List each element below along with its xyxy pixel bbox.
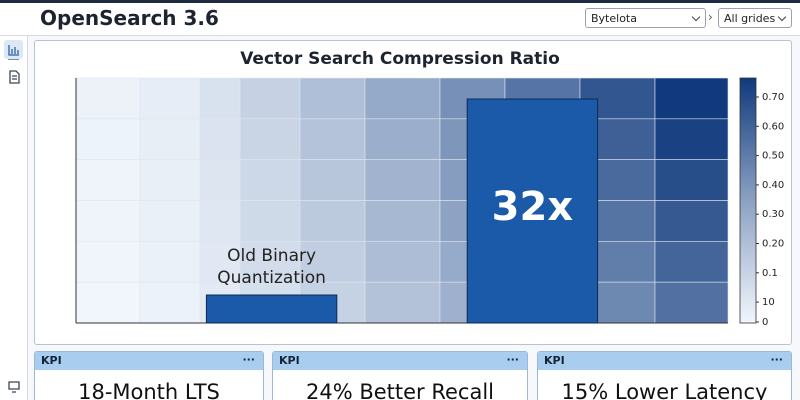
heat-cell: [199, 159, 241, 201]
heat-cell: [75, 77, 141, 120]
heat-cell: [654, 200, 729, 242]
bar: [205, 294, 338, 324]
heat-cell: [199, 77, 241, 120]
kpi-text: 24% Better Recall: [305, 380, 495, 400]
colorbar: [739, 77, 757, 324]
kpi-card[interactable]: KPI ··· 18-Month LTS: [34, 351, 264, 400]
heat-cell: [654, 118, 729, 160]
heat-cell: [75, 159, 141, 201]
chart: Vector Search Compression Ratio 32x 0.70 0…: [75, 49, 784, 328]
heat-cell: [299, 241, 366, 283]
heat-cell: [299, 159, 366, 201]
heat-cell: [139, 241, 201, 283]
separator: ›: [708, 10, 713, 24]
heat-cell: [364, 118, 441, 160]
heat-cell: [75, 200, 141, 242]
heat-cell: [75, 241, 141, 283]
heat-cell: [299, 200, 366, 242]
heat-cell: [654, 241, 729, 283]
kpi-header: KPI ···: [35, 352, 263, 370]
colorbar-label: 0.50: [762, 151, 784, 162]
heat-cell: [139, 200, 201, 242]
heat-cell: [199, 241, 241, 283]
heat-cell: [364, 77, 441, 120]
colorbar-label: 0.40: [762, 180, 784, 191]
category-label: Old Binary Quantization: [217, 246, 326, 288]
heat-cell: [364, 241, 441, 283]
heat-cell: [654, 77, 729, 120]
heat-cell: [239, 118, 301, 160]
heat-cell: [364, 200, 441, 242]
heat-cell: [239, 77, 301, 120]
heat-cell: [199, 118, 241, 160]
doc-icon[interactable]: [9, 70, 20, 84]
kpi-menu[interactable]: ···: [770, 353, 783, 366]
heat-cell: [75, 118, 141, 160]
kpi-header: KPI ···: [273, 352, 527, 370]
value-label: 32x: [492, 184, 574, 230]
heat-cell: [299, 77, 366, 120]
colorbar-label: 10: [762, 297, 775, 308]
app-title: OpenSearch 3.6: [40, 6, 219, 30]
colorbar-label: 0: [762, 317, 768, 328]
kpi-text: 15% Lower Latency: [561, 380, 768, 400]
heat-cell: [654, 281, 729, 324]
heat-cell: [239, 200, 301, 242]
kpi-card[interactable]: KPI ··· 15% Lower Latency: [537, 351, 792, 400]
heat-cell: [654, 159, 729, 201]
kpi-menu[interactable]: ···: [506, 353, 519, 366]
heat-cell: [364, 159, 441, 201]
sidebar-icons: [4, 40, 23, 393]
heat-cell: [75, 281, 141, 324]
heat-cell: [239, 159, 301, 201]
kpi-label: KPI: [279, 354, 300, 367]
kpi-text: 18-Month LTS: [78, 380, 220, 400]
colorbar-label: 0.30: [762, 209, 784, 220]
colorbar-label: 0.20: [762, 239, 784, 250]
kpi-menu[interactable]: ···: [242, 353, 255, 366]
heat-cell: [139, 159, 201, 201]
kpi-label: KPI: [41, 354, 62, 367]
heat-cell: [239, 241, 301, 283]
heat-cell: [139, 77, 201, 120]
heat-cell: [139, 118, 201, 160]
heat-cell: [139, 281, 201, 324]
chart-icon[interactable]: [8, 45, 19, 56]
bar: [466, 98, 599, 324]
kpi-label: KPI: [544, 354, 565, 367]
colorbar-label: 0.60: [762, 121, 784, 132]
tenant-select[interactable]: Bytelota: [585, 8, 706, 28]
heat-cell: [299, 118, 366, 160]
heat-cell: [199, 200, 241, 242]
colorbar-label: 0.70: [762, 92, 784, 103]
heat-cell: [364, 281, 441, 324]
kpi-header: KPI ···: [538, 352, 791, 370]
colorbar-label: 0.1: [762, 268, 778, 279]
sidebar: [0, 36, 28, 400]
chart-title: Vector Search Compression Ratio: [240, 49, 560, 69]
grid-select[interactable]: All grides: [718, 8, 792, 28]
kpi-card[interactable]: KPI ··· 24% Better Recall: [272, 351, 528, 400]
bottom-icon[interactable]: [8, 381, 20, 393]
